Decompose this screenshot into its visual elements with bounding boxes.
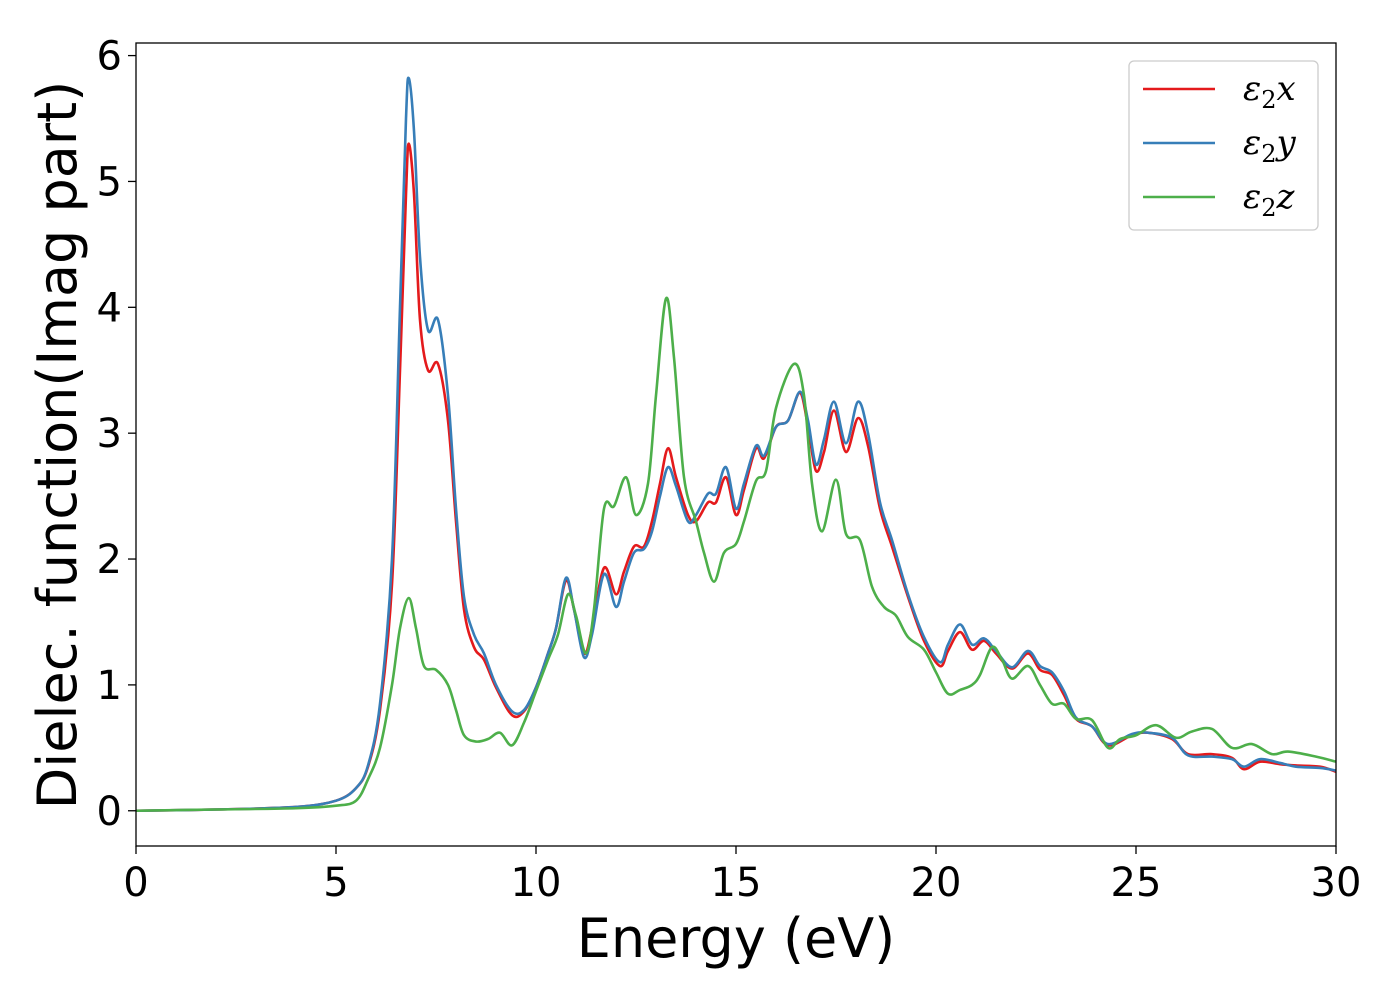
series-line-z: [135, 296, 1337, 813]
series-layer: [135, 76, 1337, 813]
y-tick-label: 3: [97, 411, 122, 457]
x-tick-label: 5: [323, 860, 348, 906]
y-axis: 0 1 2 3 4 5 6: [97, 34, 136, 835]
legend-box: [1128, 60, 1319, 231]
y-tick-label: 0: [97, 789, 122, 835]
legend-label-y: ε2y: [1243, 123, 1297, 168]
x-tick-label: 15: [711, 860, 762, 906]
x-tick-label: 20: [911, 860, 962, 906]
y-tick-label: 6: [97, 34, 122, 80]
series-line-y: [135, 76, 1337, 813]
legend-label-z: ε2z: [1243, 177, 1296, 222]
x-tick-label: 25: [1111, 860, 1162, 906]
series-line-x: [135, 142, 1337, 813]
legend-label-x: ε2x: [1243, 69, 1296, 114]
legend: ε2x ε2y ε2z: [1128, 60, 1319, 231]
x-axis: 0 5 10 15 20 25 30: [123, 846, 1361, 906]
y-axis-title: Dielec. function(Imag part): [26, 81, 89, 810]
x-tick-label: 10: [511, 860, 562, 906]
x-tick-label: 30: [1311, 860, 1362, 906]
plot-area: [135, 42, 1337, 847]
y-tick-label: 2: [97, 537, 122, 583]
y-tick-label: 5: [97, 159, 122, 205]
y-tick-label: 1: [97, 663, 122, 709]
x-axis-title: Energy (eV): [577, 907, 896, 970]
x-tick-label: 0: [123, 860, 148, 906]
y-tick-label: 4: [97, 285, 122, 331]
